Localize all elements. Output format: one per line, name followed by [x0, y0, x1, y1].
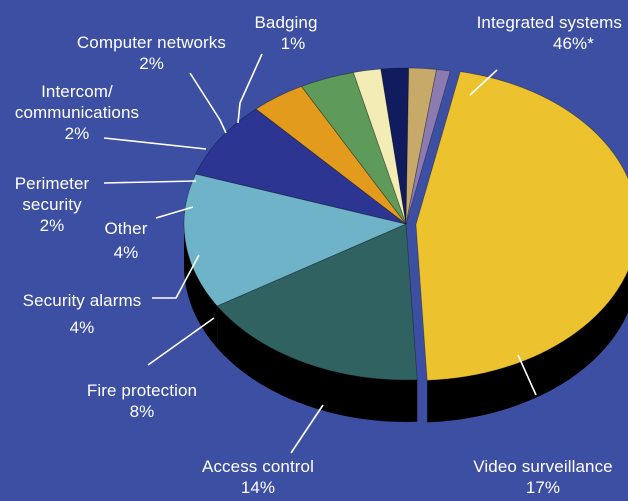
- pie-slices: [183, 67, 628, 381]
- leader-fire-protection: [147, 317, 215, 366]
- label-access-control: Access control 14%: [202, 457, 314, 497]
- slice-video-surveillance: [216, 223, 418, 381]
- slice-fire-protection: [195, 108, 407, 225]
- slice-badging: [405, 69, 451, 225]
- slice-intercom-communications: [380, 67, 410, 225]
- label-computer-networks: Computer networks 2%: [76, 33, 226, 73]
- slice-side: [427, 270, 628, 423]
- leader-intercom-communications: [103, 137, 207, 150]
- leader-lines: [103, 53, 537, 454]
- pie-sides: [184, 224, 628, 423]
- label-fire-protection: Fire protection 8%: [86, 381, 198, 421]
- leader-security-alarms: [152, 254, 200, 299]
- slice-computer-networks: [405, 67, 437, 225]
- leader-integrated-systems: [469, 69, 498, 96]
- leader-video-surveillance: [517, 354, 537, 396]
- label-badging: Badging 1%: [254, 13, 318, 53]
- leader-computer-networks: [189, 72, 227, 134]
- slice-security-alarms: [255, 85, 407, 225]
- leader-perimeter-security: [103, 180, 197, 184]
- label-video-surveillance: Video surveillance 17%: [473, 457, 613, 497]
- slice-access-control: [183, 173, 408, 307]
- leader-other: [155, 206, 194, 219]
- slice-integrated-systems: [415, 71, 628, 381]
- slice-perimeter-security: [352, 68, 407, 225]
- label-intercom-communications: Intercom/ communications 2%: [14, 82, 140, 143]
- label-security-alarms: Security alarms 4%: [22, 291, 142, 337]
- slice-other: [300, 71, 407, 225]
- leader-access-control: [290, 404, 324, 454]
- slice-side: [184, 224, 218, 348]
- label-perimeter-security: Perimeter security 2%: [14, 174, 90, 235]
- slice-side: [217, 305, 418, 422]
- leader-badging: [237, 53, 263, 124]
- label-integrated-systems: Integrated systems 46%*: [476, 13, 622, 53]
- label-other: Other 4%: [104, 219, 148, 262]
